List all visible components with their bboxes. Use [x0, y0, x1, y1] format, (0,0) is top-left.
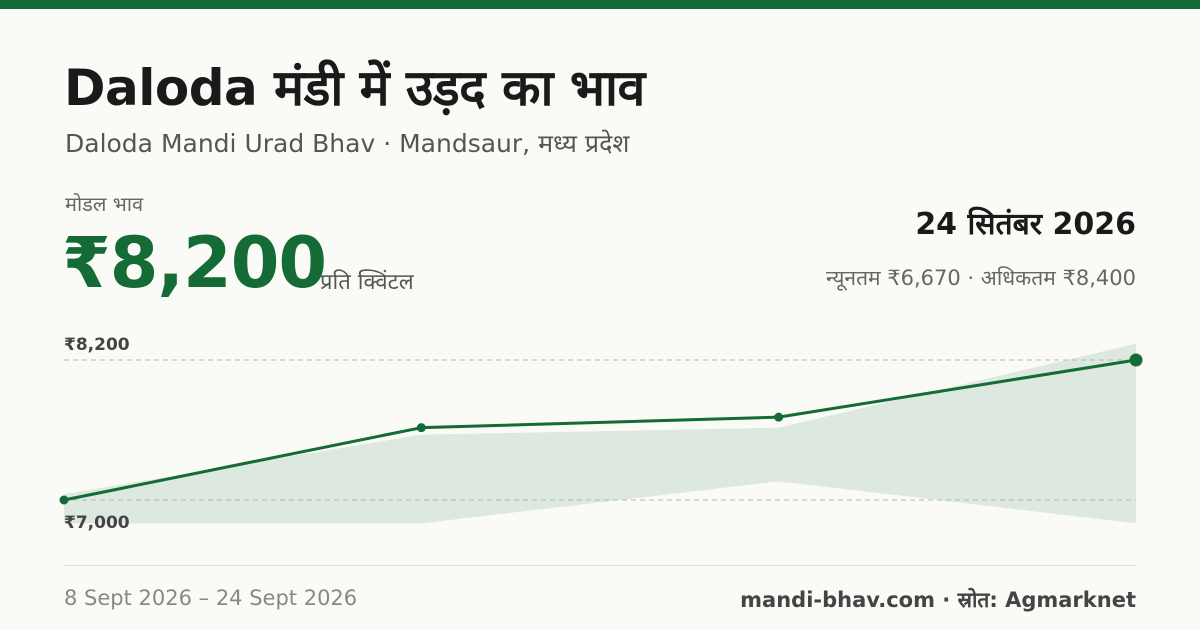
price-point [774, 412, 784, 422]
date-range-footer: 8 Sept 2026 – 24 Sept 2026 [64, 586, 358, 610]
top-accent-bar [0, 0, 1200, 9]
price-point [1129, 353, 1143, 367]
price-chart: ₹8,200 ₹7,000 [59, 335, 1143, 533]
min-max-band [64, 343, 1136, 524]
model-price-value: ₹8,200 [62, 222, 327, 304]
page-subtitle: Daloda Mandi Urad Bhav · Mandsaur, मध्य … [65, 129, 630, 158]
price-point [416, 423, 426, 433]
footer-divider [64, 565, 1136, 566]
price-date: 24 सितंबर 2026 [915, 207, 1136, 242]
price-unit: प्रति क्विंटल [320, 270, 414, 295]
model-price-label: मोडल भाव [65, 192, 144, 216]
page-title: Daloda मंडी में उड़द का भाव [64, 59, 645, 117]
y-tick-label: ₹8,200 [64, 335, 130, 355]
price-point [59, 495, 69, 505]
y-tick-label: ₹7,000 [64, 513, 130, 533]
price-line [63, 358, 1137, 502]
source-footer: mandi-bhav.com · स्रोत: Agmarknet [740, 588, 1136, 612]
min-max-range: न्यूनतम ₹6,670 · अधिकतम ₹8,400 [826, 266, 1136, 290]
